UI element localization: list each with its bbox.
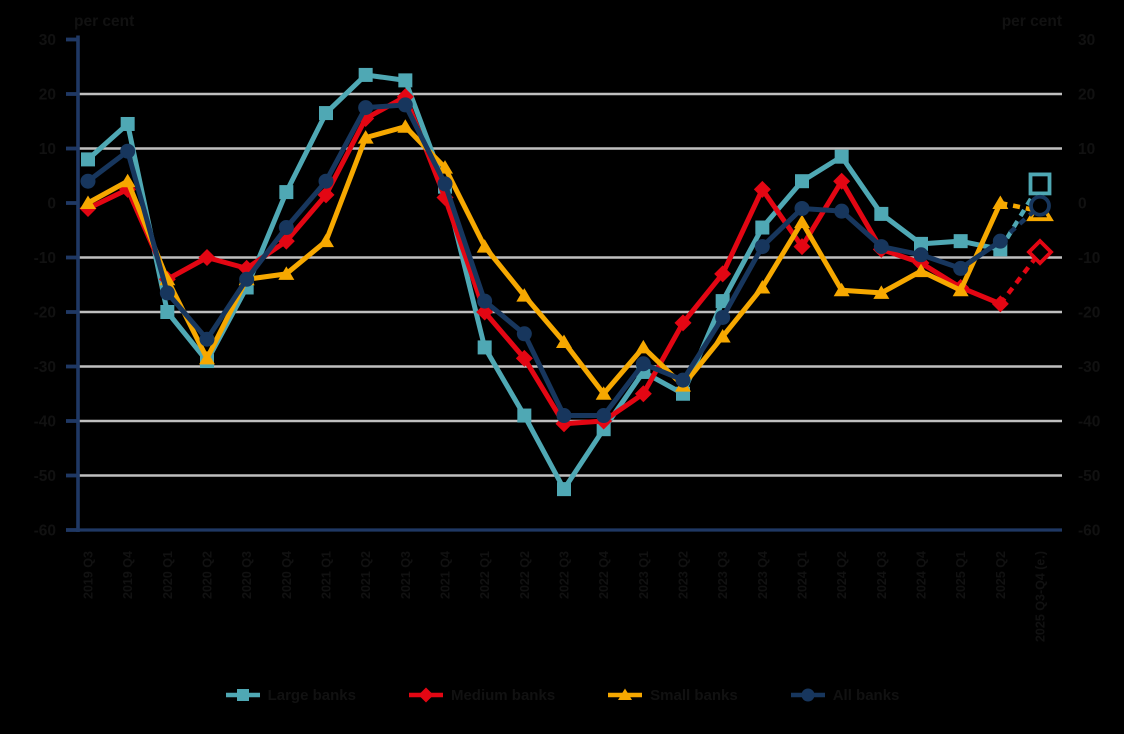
svg-text:2021 Q3: 2021 Q3: [399, 551, 413, 599]
svg-text:2025 Q1: 2025 Q1: [954, 551, 968, 599]
svg-text:2020 Q2: 2020 Q2: [201, 551, 215, 599]
legend-item-large-banks: Large banks: [225, 686, 356, 704]
svg-text:-60: -60: [1078, 523, 1100, 540]
series-all-banks: [80, 97, 1051, 424]
svg-text:2024 Q2: 2024 Q2: [835, 551, 849, 599]
y-tick-labels-left: 30 20 10 0 -10 -20 -30 -40 -50 -60: [34, 32, 56, 540]
legend-label-all-banks: All banks: [832, 686, 900, 704]
small-banks-marker-icon: [608, 688, 643, 700]
svg-text:-10: -10: [1078, 250, 1100, 267]
svg-text:2020 Q4: 2020 Q4: [280, 551, 294, 599]
legend-label-medium-banks: Medium banks: [450, 686, 556, 704]
estimated-point-marker: [1028, 172, 1052, 196]
svg-text:2020 Q1: 2020 Q1: [161, 551, 175, 599]
axis-title-right: per cent: [1002, 13, 1062, 30]
svg-text:-10: -10: [34, 250, 56, 267]
svg-text:0: 0: [47, 196, 56, 213]
axis-title-left: per cent: [74, 13, 134, 30]
large-banks-marker-icon: [225, 689, 260, 701]
estimated-point-marker: [1029, 194, 1051, 217]
svg-text:30: 30: [39, 32, 56, 49]
svg-text:-20: -20: [1078, 305, 1100, 322]
legend-item-small-banks: Small banks: [607, 686, 738, 704]
svg-text:2025 Q2: 2025 Q2: [994, 551, 1008, 599]
y-tick-labels-right: 30 20 10 0 -10 -20 -30 -40 -50 -60: [1078, 32, 1100, 540]
y-axis: [66, 35, 80, 532]
legend-item-all-banks: All banks: [790, 686, 900, 704]
svg-text:10: 10: [1078, 141, 1095, 158]
svg-text:2022 Q2: 2022 Q2: [518, 551, 532, 599]
svg-text:2025 Q3-Q4 (e.): 2025 Q3-Q4 (e.): [1034, 551, 1048, 642]
medium-banks-marker-icon: [408, 687, 443, 703]
svg-text:-40: -40: [34, 414, 56, 431]
all-banks-marker-icon: [790, 688, 825, 702]
svg-text:-30: -30: [1078, 359, 1100, 376]
svg-text:-50: -50: [34, 468, 56, 485]
svg-text:2021 Q1: 2021 Q1: [320, 551, 334, 599]
svg-text:2023 Q1: 2023 Q1: [637, 551, 651, 599]
svg-text:2024 Q4: 2024 Q4: [915, 551, 929, 599]
svg-text:2022 Q4: 2022 Q4: [597, 551, 611, 599]
svg-text:2019 Q4: 2019 Q4: [121, 551, 135, 599]
svg-text:20: 20: [1078, 87, 1095, 104]
svg-text:2023 Q4: 2023 Q4: [756, 551, 770, 599]
legend-label-large-banks: Large banks: [267, 686, 356, 704]
svg-text:2023 Q2: 2023 Q2: [677, 551, 691, 599]
svg-text:30: 30: [1078, 32, 1095, 49]
svg-text:2022 Q1: 2022 Q1: [478, 551, 492, 599]
series-large-banks: [81, 67, 1052, 497]
svg-text:-20: -20: [34, 305, 56, 322]
estimated-point-marker: [1026, 238, 1054, 266]
svg-text:-30: -30: [34, 359, 56, 376]
svg-text:2024 Q3: 2024 Q3: [875, 551, 889, 599]
svg-text:2022 Q3: 2022 Q3: [558, 551, 572, 599]
x-tick-labels: 2019 Q3 2019 Q4 2020 Q1 2020 Q2 2020 Q3 2020 …: [82, 551, 1048, 642]
svg-text:-40: -40: [1078, 414, 1100, 431]
svg-text:2023 Q3: 2023 Q3: [716, 551, 730, 599]
series-medium-banks: [79, 88, 1054, 433]
legend-item-medium-banks: Medium banks: [408, 686, 555, 704]
svg-text:20: 20: [39, 87, 56, 104]
svg-text:10: 10: [39, 141, 56, 158]
svg-text:2021 Q2: 2021 Q2: [359, 551, 373, 599]
svg-text:-50: -50: [1078, 468, 1100, 485]
svg-text:2019 Q3: 2019 Q3: [82, 551, 96, 599]
svg-text:0: 0: [1078, 196, 1087, 213]
svg-text:2024 Q1: 2024 Q1: [796, 551, 810, 599]
svg-text:2021 Q4: 2021 Q4: [439, 551, 453, 599]
svg-text:2020 Q3: 2020 Q3: [240, 551, 254, 599]
legend-label-small-banks: Small banks: [650, 686, 738, 704]
svg-text:-60: -60: [34, 523, 56, 540]
chart-legend: Large banks Medium banks Small banks All ba…: [0, 686, 1124, 704]
